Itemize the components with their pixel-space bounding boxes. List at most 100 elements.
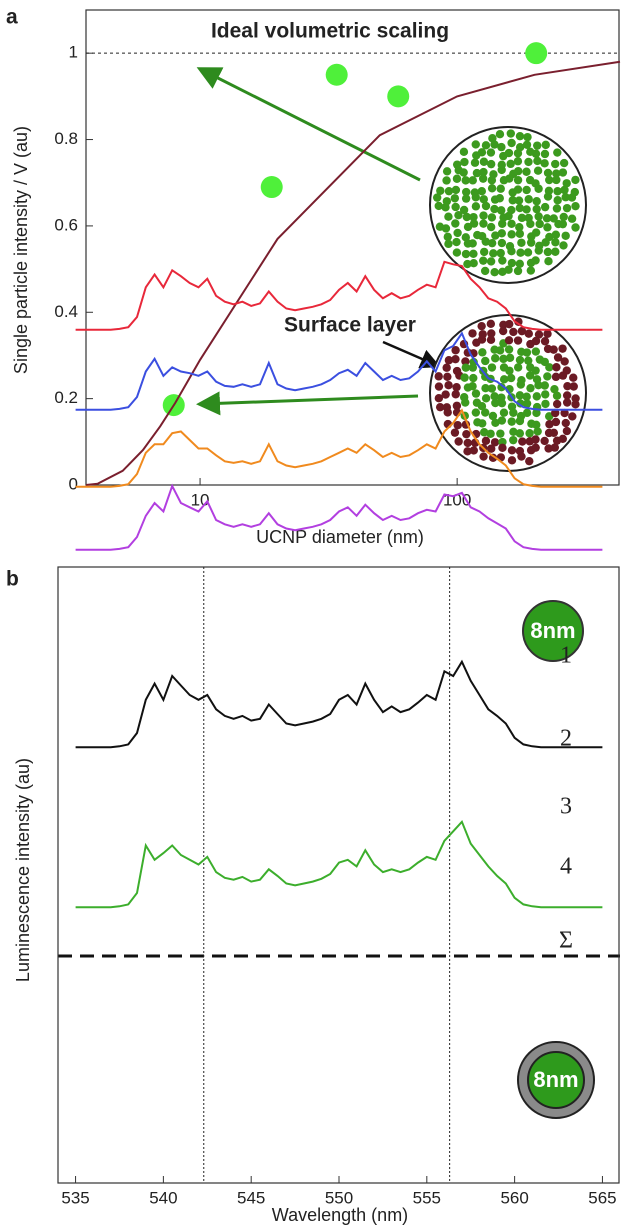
series-label: 1: [560, 643, 572, 669]
particle-dot: [508, 196, 517, 205]
particle-dot: [541, 140, 550, 150]
data-line: [75, 331, 603, 411]
particle-dot: [461, 398, 470, 407]
particle-dot: [504, 345, 514, 354]
particle-dot: [442, 167, 452, 176]
particle-dot: [531, 443, 540, 452]
particle-dot: [534, 212, 543, 221]
particle-dot: [460, 373, 469, 382]
particle-dot: [468, 239, 477, 248]
particle-dot: [490, 140, 499, 149]
particle-dot: [562, 398, 572, 407]
particle-dot: [524, 157, 533, 167]
particle-dot: [517, 238, 526, 247]
particle-dot: [497, 165, 506, 175]
particle-dot: [560, 408, 569, 418]
particle-dot: [487, 363, 497, 372]
particle-dot: [480, 266, 490, 276]
particle-dot: [463, 438, 472, 448]
particle-dot: [451, 219, 460, 228]
data-line: [75, 408, 603, 488]
particle-dot: [544, 257, 553, 266]
particle-dot: [453, 420, 462, 430]
particle-dot: [506, 129, 515, 138]
particle-dot: [471, 408, 481, 417]
particle-dot: [470, 158, 480, 167]
particle-dot: [525, 371, 535, 380]
particle-dot: [550, 384, 559, 394]
y-tick-label: 0: [69, 474, 78, 493]
particle-dot: [479, 195, 488, 204]
particle-dot: [461, 187, 471, 197]
particle-dot: [444, 239, 453, 249]
particle-dot: [507, 456, 517, 465]
annotation: Surface layer: [284, 314, 416, 337]
particle-dot: [441, 203, 450, 212]
particle-dot: [469, 249, 478, 258]
particle-dot: [505, 353, 515, 363]
particle-dot: [516, 248, 525, 257]
particle-dot: [477, 321, 486, 331]
particle-dot: [462, 429, 471, 439]
particle-dot: [534, 380, 543, 390]
data-line: [75, 260, 603, 331]
particle-dot: [513, 336, 523, 345]
particle-dot: [479, 167, 488, 177]
y-tick-label: 0.6: [54, 215, 78, 234]
particle-dot: [498, 326, 508, 336]
particle-dot: [551, 372, 561, 382]
particle-dot: [459, 168, 468, 177]
particle-dot: [551, 408, 560, 418]
particle-dot: [543, 329, 552, 339]
particle-dot: [486, 257, 496, 266]
particle-dot: [558, 371, 568, 380]
particle-dot: [488, 134, 497, 143]
particle-dot: [487, 444, 496, 453]
particle-dot: [562, 179, 571, 188]
particle-dot: [460, 157, 469, 167]
particle-dot: [469, 446, 478, 455]
particle-dot: [551, 247, 560, 256]
particle-dot: [507, 138, 516, 148]
particle-dot: [432, 193, 442, 202]
particle-icon: [522, 600, 584, 662]
particle-dot: [497, 416, 507, 425]
particle-dot: [497, 229, 507, 238]
data-point: [260, 176, 283, 199]
plot-frame: [85, 9, 620, 486]
particle-dot: [434, 372, 443, 381]
particle-dot: [531, 256, 540, 265]
particle-dot: [498, 256, 507, 265]
particle-dot: [491, 354, 500, 363]
particle-dot: [515, 416, 525, 426]
particle-dot: [552, 169, 561, 178]
particle-dot: [443, 232, 452, 242]
particle-dot: [525, 456, 534, 466]
particle-dot: [549, 428, 559, 438]
particle-dot: [561, 193, 570, 202]
particle-dot: [477, 402, 487, 411]
particle-dot: [504, 148, 514, 158]
particle-dot: [534, 330, 544, 339]
particle-dot: [569, 373, 578, 382]
particle-dot: [486, 148, 496, 157]
particle-illustration: [429, 314, 587, 472]
particle-dot: [506, 373, 516, 383]
x-tick-label: 10: [191, 490, 210, 509]
particle-dot: [526, 266, 536, 275]
particle-dot: [451, 185, 461, 195]
particle-dot: [560, 185, 569, 195]
particle-dot: [487, 329, 496, 338]
particle-dot: [522, 408, 532, 418]
particle-dot: [524, 329, 533, 338]
particle-dot: [571, 400, 580, 409]
x-tick-label: 565: [588, 1188, 616, 1207]
particle-dot: [522, 140, 532, 149]
particle-dot: [469, 219, 479, 228]
particle-dot: [559, 212, 568, 222]
particle-dot: [490, 268, 499, 277]
particle-dot: [543, 168, 553, 178]
particle-dot: [461, 363, 470, 372]
particle-dot: [477, 148, 487, 157]
particle-dot: [567, 214, 577, 223]
